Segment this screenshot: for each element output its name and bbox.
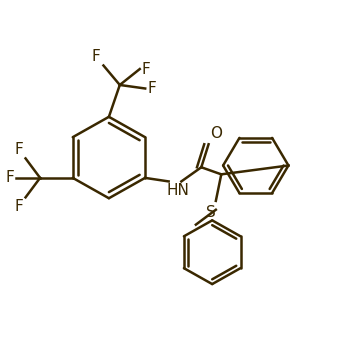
Text: F: F — [91, 49, 100, 64]
Text: F: F — [147, 81, 156, 96]
Text: F: F — [15, 142, 24, 156]
Text: O: O — [211, 126, 223, 141]
Text: S: S — [205, 205, 215, 220]
Text: F: F — [15, 199, 24, 214]
Text: F: F — [142, 62, 150, 76]
Text: F: F — [6, 170, 15, 185]
Text: HN: HN — [167, 183, 190, 198]
